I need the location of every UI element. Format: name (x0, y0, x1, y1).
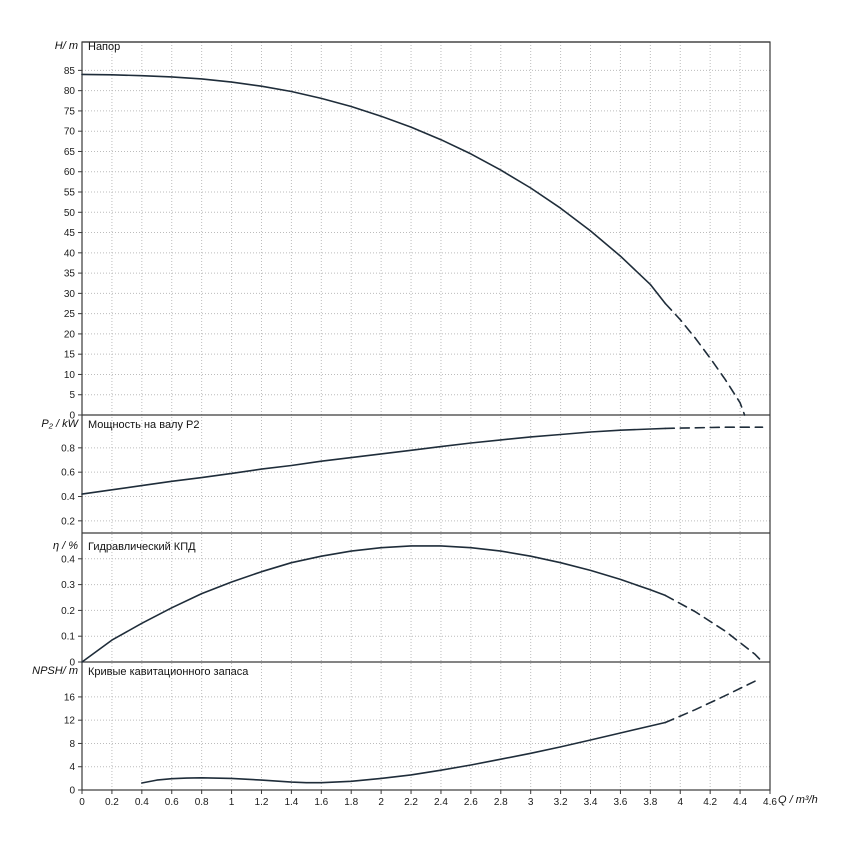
svg-text:1.6: 1.6 (314, 797, 328, 808)
svg-text:0.4: 0.4 (61, 554, 75, 565)
svg-text:75: 75 (64, 106, 76, 117)
svg-text:3.2: 3.2 (554, 797, 568, 808)
svg-text:60: 60 (64, 167, 76, 178)
svg-text:1: 1 (229, 797, 235, 808)
svg-text:0.8: 0.8 (61, 443, 75, 454)
svg-text:2.8: 2.8 (494, 797, 508, 808)
svg-text:8: 8 (69, 739, 75, 750)
svg-text:0.2: 0.2 (61, 606, 75, 617)
svg-text:30: 30 (64, 289, 76, 300)
svg-text:20: 20 (64, 329, 76, 340)
svg-text:35: 35 (64, 269, 76, 280)
svg-text:15: 15 (64, 350, 76, 361)
svg-text:0.8: 0.8 (195, 797, 209, 808)
svg-text:0.1: 0.1 (61, 632, 75, 643)
head-curve-extrapolated (664, 302, 746, 416)
svg-text:0: 0 (69, 658, 75, 669)
svg-text:4.6: 4.6 (763, 797, 777, 808)
svg-text:0.4: 0.4 (135, 797, 149, 808)
svg-text:45: 45 (64, 228, 76, 239)
svg-text:0: 0 (79, 797, 85, 808)
svg-text:3: 3 (528, 797, 534, 808)
svg-text:4.2: 4.2 (703, 797, 717, 808)
svg-text:85: 85 (64, 66, 76, 77)
chart-axes (78, 41, 771, 794)
svg-text:3.4: 3.4 (584, 797, 598, 808)
svg-text:2.4: 2.4 (434, 797, 448, 808)
svg-text:40: 40 (64, 248, 76, 259)
efficiency-curve-extrapolated (664, 594, 764, 663)
power-curve-extrapolated (664, 426, 764, 430)
svg-text:0.6: 0.6 (61, 468, 75, 479)
svg-text:0.2: 0.2 (61, 516, 75, 527)
svg-text:0.3: 0.3 (61, 580, 75, 591)
svg-text:2.6: 2.6 (464, 797, 478, 808)
svg-text:55: 55 (64, 188, 76, 199)
chart-curves (81, 73, 764, 784)
svg-text:0.2: 0.2 (105, 797, 119, 808)
svg-text:65: 65 (64, 147, 76, 158)
svg-text:2: 2 (378, 797, 384, 808)
svg-text:12: 12 (64, 716, 76, 727)
svg-text:0: 0 (69, 786, 75, 797)
svg-text:50: 50 (64, 208, 76, 219)
svg-text:0: 0 (69, 411, 75, 422)
npsh-curve (141, 721, 667, 784)
head-curve (81, 73, 667, 305)
svg-text:25: 25 (64, 309, 76, 320)
svg-text:4: 4 (677, 797, 683, 808)
svg-text:0.6: 0.6 (165, 797, 179, 808)
svg-text:0.4: 0.4 (61, 492, 75, 503)
svg-text:1.8: 1.8 (344, 797, 358, 808)
efficiency-curve (81, 545, 667, 663)
chart-gridlines (82, 42, 770, 790)
chart-tick-labels: 0 0.2 0.4 0.6 0.8 1 1.2 1.4 1.6 1.8 2 2.2 2.4 2.6 2.8 3… (61, 66, 777, 808)
svg-text:3.8: 3.8 (643, 797, 657, 808)
svg-text:3.6: 3.6 (613, 797, 627, 808)
svg-text:80: 80 (64, 86, 76, 97)
svg-text:1.4: 1.4 (284, 797, 298, 808)
svg-text:70: 70 (64, 127, 76, 138)
svg-text:5: 5 (69, 390, 75, 401)
svg-text:1.2: 1.2 (255, 797, 269, 808)
svg-text:10: 10 (64, 370, 76, 381)
svg-text:2.2: 2.2 (404, 797, 418, 808)
npsh-curve-extrapolated (664, 680, 756, 724)
power-curve (81, 427, 667, 495)
svg-text:16: 16 (64, 692, 76, 703)
svg-text:4.4: 4.4 (733, 797, 747, 808)
svg-text:4: 4 (69, 762, 75, 773)
